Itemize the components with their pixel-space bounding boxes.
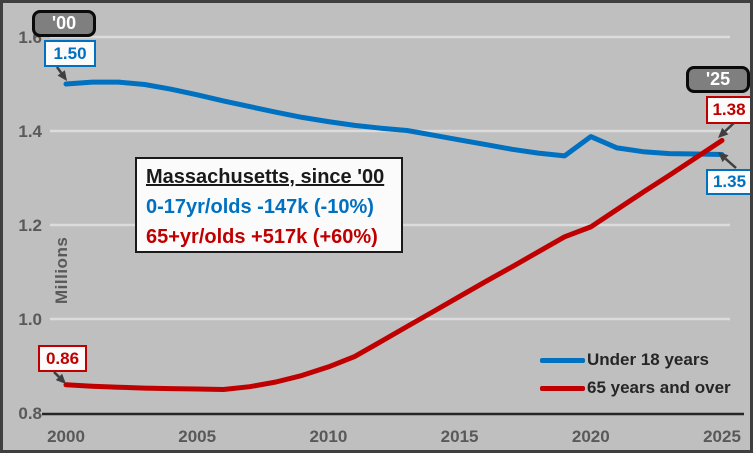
callout-arrow-tail (724, 157, 737, 169)
legend-item-65-and-over: 65 years and over (540, 374, 731, 402)
x-tick-2025: 2025 (703, 427, 741, 446)
y-tick-0.8: 0.8 (18, 404, 42, 423)
over65-end-value-label: 1.38 (706, 96, 752, 124)
legend-item-under-18: Under 18 years (540, 346, 731, 374)
legend-swatch-blue-line (540, 357, 585, 363)
info-box-under18-stat: 0-17yr/olds -147k (-10%) (146, 196, 374, 218)
callout-arrow-tail (53, 371, 60, 378)
callout-arrowhead (718, 127, 729, 138)
y-tick-1.4: 1.4 (18, 122, 42, 141)
callout-arrowhead (718, 152, 729, 163)
legend-swatch-red-line (540, 385, 585, 391)
x-tick-2005: 2005 (178, 427, 217, 446)
end-year-badge: '25 (686, 66, 750, 93)
legend-label-under-18: Under 18 years (587, 350, 709, 369)
x-tick-2010: 2010 (309, 427, 348, 446)
callout-arrowhead (57, 70, 67, 81)
under18-end-value-label: 1.35 (706, 169, 753, 195)
y-axis-title: Millions (52, 236, 71, 304)
x-tick-2015: 2015 (440, 427, 479, 446)
65-and-over-line (63, 137, 725, 392)
over65-start-value-label: 0.86 (38, 345, 87, 372)
y-tick-1.2: 1.2 (18, 216, 42, 235)
legend: Under 18 years 65 years and over (540, 346, 731, 402)
under-18-line (63, 79, 725, 159)
x-tick-2020: 2020 (571, 427, 610, 446)
info-box: Massachusetts, since '00 0-17yr/olds -14… (135, 157, 403, 253)
start-year-badge: '00 (32, 10, 96, 37)
info-box-title: Massachusetts, since '00 (146, 166, 385, 188)
y-tick-1.0: 1.0 (18, 310, 42, 329)
info-box-over65-stat: 65+yr/olds +517k (+60%) (146, 226, 378, 248)
under18-start-value-label: 1.50 (44, 40, 96, 67)
callout-arrow-tail (55, 66, 63, 74)
legend-label-65-and-over: 65 years and over (587, 378, 731, 397)
callout-arrowhead (55, 373, 66, 384)
x-tick-2000: 2000 (47, 427, 85, 446)
